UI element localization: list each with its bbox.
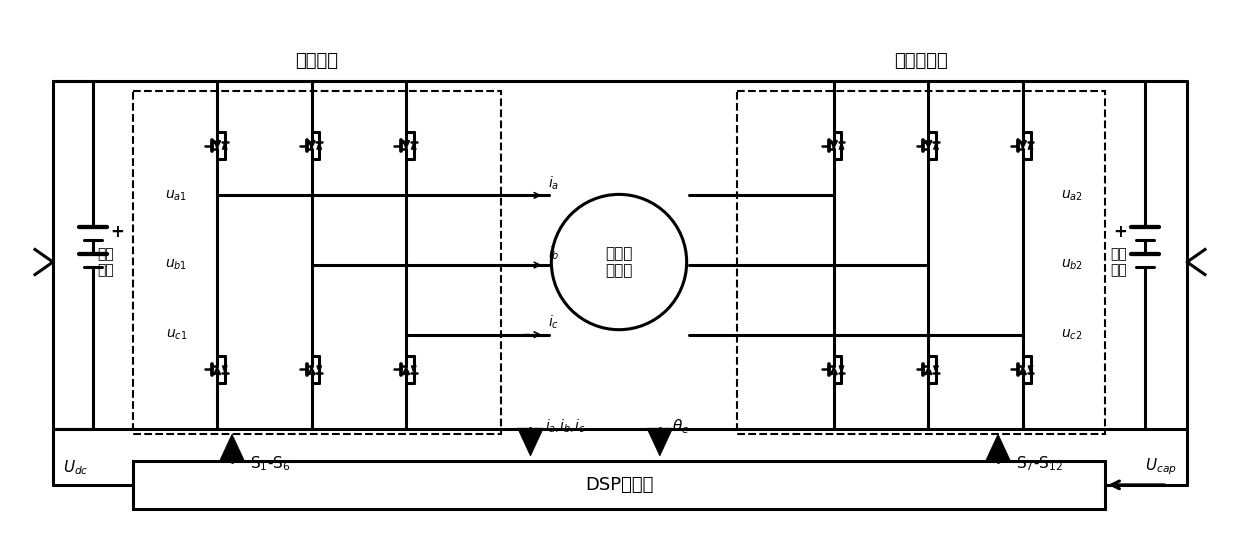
Text: $u_{b1}$: $u_{b1}$ [165,258,187,272]
Text: $i_b$: $i_b$ [548,244,560,262]
Bar [133,461,1106,509]
Text: +: + [1114,223,1127,241]
Polygon shape [316,142,322,149]
Text: 主逆变器: 主逆变器 [295,52,339,70]
Bar [133,91,501,434]
Text: $u_{a1}$: $u_{a1}$ [165,188,187,202]
Polygon shape [222,366,227,373]
Text: $i_c$: $i_c$ [548,314,559,331]
Polygon shape [934,366,939,373]
Polygon shape [839,142,844,149]
Text: 直流
电源: 直流 电源 [98,247,114,277]
Text: 飞跨
电容: 飞跨 电容 [1111,247,1127,277]
Polygon shape [1028,142,1033,149]
Text: S$_7$-S$_{12}$: S$_7$-S$_{12}$ [1016,455,1063,473]
Polygon shape [1028,366,1033,373]
Polygon shape [839,366,844,373]
Text: +: + [110,223,124,241]
Polygon shape [222,142,227,149]
Text: DSP控制器: DSP控制器 [585,476,653,494]
Polygon shape [316,366,322,373]
Polygon shape [412,366,417,373]
Text: $\theta_e$: $\theta_e$ [672,417,689,436]
Polygon shape [412,142,417,149]
Text: $i_a$,$i_b$,$i_c$: $i_a$,$i_b$,$i_c$ [546,417,587,435]
Text: $u_{c2}$: $u_{c2}$ [1060,328,1083,342]
Text: $u_{b2}$: $u_{b2}$ [1060,258,1083,272]
Polygon shape [985,434,1011,462]
Polygon shape [517,428,543,456]
Text: $u_{c1}$: $u_{c1}$ [166,328,187,342]
Text: 永磁同
步电机: 永磁同 步电机 [605,246,632,278]
Text: $U_{dc}$: $U_{dc}$ [63,458,88,477]
Text: $U_{cap}$: $U_{cap}$ [1146,456,1177,477]
Text: S$_1$-S$_6$: S$_1$-S$_6$ [250,455,290,473]
Text: 补偿逆变器: 补偿逆变器 [894,52,949,70]
Bar [738,91,1106,434]
Polygon shape [219,434,246,462]
Polygon shape [934,142,939,149]
Text: $u_{a2}$: $u_{a2}$ [1060,188,1083,202]
Polygon shape [647,428,673,456]
Text: $i_a$: $i_a$ [548,175,559,192]
